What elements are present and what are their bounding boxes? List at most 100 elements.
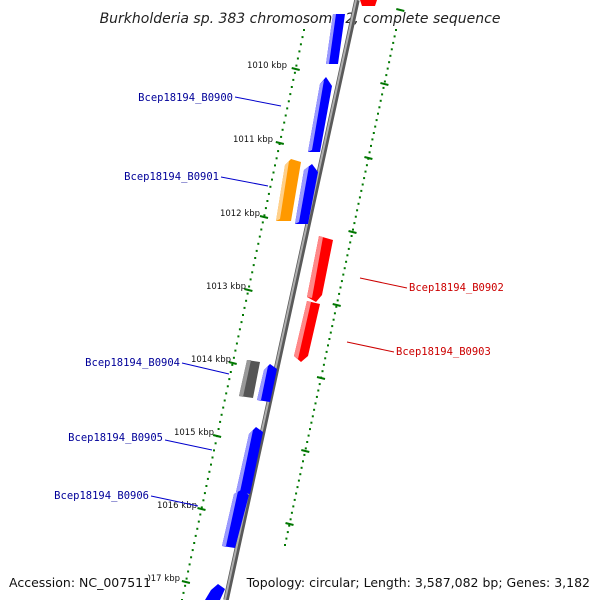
scale-dot (289, 93, 292, 96)
scale-dot (188, 563, 191, 566)
scale-dot (390, 48, 393, 51)
scale-dot (264, 207, 267, 210)
scale-dot (255, 249, 258, 252)
scale-dot (360, 189, 363, 192)
scale-dot (235, 342, 238, 345)
gene-arrow-unlabeled-top[interactable] (326, 14, 345, 64)
tick-label-1011: 1011 kbp (233, 135, 273, 145)
scale-dot (205, 485, 208, 487)
scale-dot (313, 408, 316, 411)
scale-dot (292, 505, 295, 508)
scale-dot (202, 499, 205, 502)
scale-dot (290, 86, 293, 88)
scale-dot (303, 29, 305, 31)
scale-dot (299, 43, 302, 46)
gene-arrow-unlabeled-1[interactable] (295, 164, 318, 224)
gene-arrow-B0904[interactable] (239, 360, 260, 398)
scale-dot (283, 121, 286, 124)
tick-label-1015: 1015 kbp (174, 428, 214, 438)
scale-dot (228, 378, 231, 381)
scale-dot (252, 264, 255, 267)
scale-dot (271, 178, 273, 181)
gene-label-B0900[interactable]: Bcep18194_B0900 (138, 92, 233, 104)
scale-dot (311, 415, 314, 418)
gene-arrow-B0906[interactable] (222, 490, 249, 548)
scale-dot (292, 78, 295, 81)
gene-label-B0903[interactable]: Bcep18194_B0903 (396, 346, 491, 358)
scale-dot (278, 143, 281, 145)
gene-label-B0901[interactable]: Bcep18194_B0901 (124, 171, 219, 183)
scale-dot (254, 257, 257, 259)
scale-dot (251, 271, 254, 274)
scale-dot (243, 306, 246, 309)
scale-dot (393, 35, 396, 38)
gene-arrow-B0900[interactable] (308, 77, 332, 152)
gene-arrow-unlabeled-2[interactable] (257, 364, 277, 402)
gene-arrow-B0901[interactable] (276, 159, 301, 221)
gene-arrow-B0903[interactable] (294, 301, 320, 362)
scale-dot (226, 385, 229, 388)
scale-dot (309, 428, 311, 431)
gene-label-B0902[interactable]: Bcep18194_B0902 (409, 282, 504, 294)
scale-dot (213, 449, 215, 452)
sequence-summary: Topology: circular; Length: 3,587,082 bp… (246, 575, 590, 590)
scale-dot (293, 498, 296, 501)
gene-label-B0905[interactable]: Bcep18194_B0905 (68, 432, 163, 444)
scale-dot (345, 260, 348, 263)
scale-dot (286, 531, 289, 534)
gene-label-B0904[interactable]: Bcep18194_B0904 (85, 357, 180, 369)
scale-major-tick (380, 82, 389, 86)
scale-dot (191, 549, 194, 552)
scale-dot (275, 157, 278, 160)
scale-dot (266, 200, 269, 202)
gene-arrow-unlabeled-top-reverse[interactable] (360, 0, 377, 6)
scale-dot (249, 278, 252, 281)
scale-dot (385, 74, 388, 77)
scale-dot (211, 456, 214, 459)
scale-dot (379, 99, 382, 102)
scale-dot (322, 363, 325, 366)
scale-dot (203, 492, 206, 495)
scale-dot (354, 215, 357, 218)
gene-arrow-B0905[interactable] (236, 427, 263, 494)
scale-dot (370, 144, 372, 147)
scale-dot (193, 542, 196, 544)
tick-label-1012: 1012 kbp (220, 209, 260, 219)
gene-arrow-B0902[interactable] (307, 236, 333, 302)
scale-dot (302, 460, 304, 463)
scale-dot (285, 537, 288, 540)
scale-dot (187, 570, 190, 573)
scale-dot (267, 192, 270, 195)
tick-label-1017: 1017 kbp (140, 574, 180, 584)
tick-label-1010: 1010 kbp (247, 61, 287, 71)
scale-dot (288, 524, 291, 527)
scale-dot (240, 321, 243, 324)
scale-dot (386, 67, 389, 70)
scale-dot (332, 318, 335, 321)
scale-dot (281, 128, 284, 131)
scale-dot (197, 520, 200, 523)
scale-dot (339, 286, 342, 289)
scale-dot (375, 119, 378, 122)
scale-major-tick (285, 522, 294, 526)
scale-dot (242, 314, 244, 316)
scale-dot (318, 383, 321, 386)
tick-label-1013: 1013 kbp (206, 282, 246, 292)
tick-label-1014: 1014 kbp (191, 355, 231, 365)
scale-dot (361, 183, 364, 186)
scale-dot (338, 292, 341, 295)
scale-dot (378, 106, 381, 109)
label-connectors (150, 96, 408, 507)
gene-label-B0906[interactable]: Bcep18194_B0906 (54, 490, 149, 502)
scale-dot (395, 29, 397, 31)
scale-dot (290, 511, 293, 514)
gene-arrow-unlabeled-bottom[interactable] (205, 584, 225, 600)
scale-dot (299, 473, 302, 476)
scale-dot (300, 466, 303, 469)
scale-dot (336, 299, 339, 302)
scale-dot (306, 441, 309, 443)
scale-major-tick (181, 580, 191, 584)
scale-dot (293, 71, 296, 74)
scale-major-tick (316, 376, 326, 380)
